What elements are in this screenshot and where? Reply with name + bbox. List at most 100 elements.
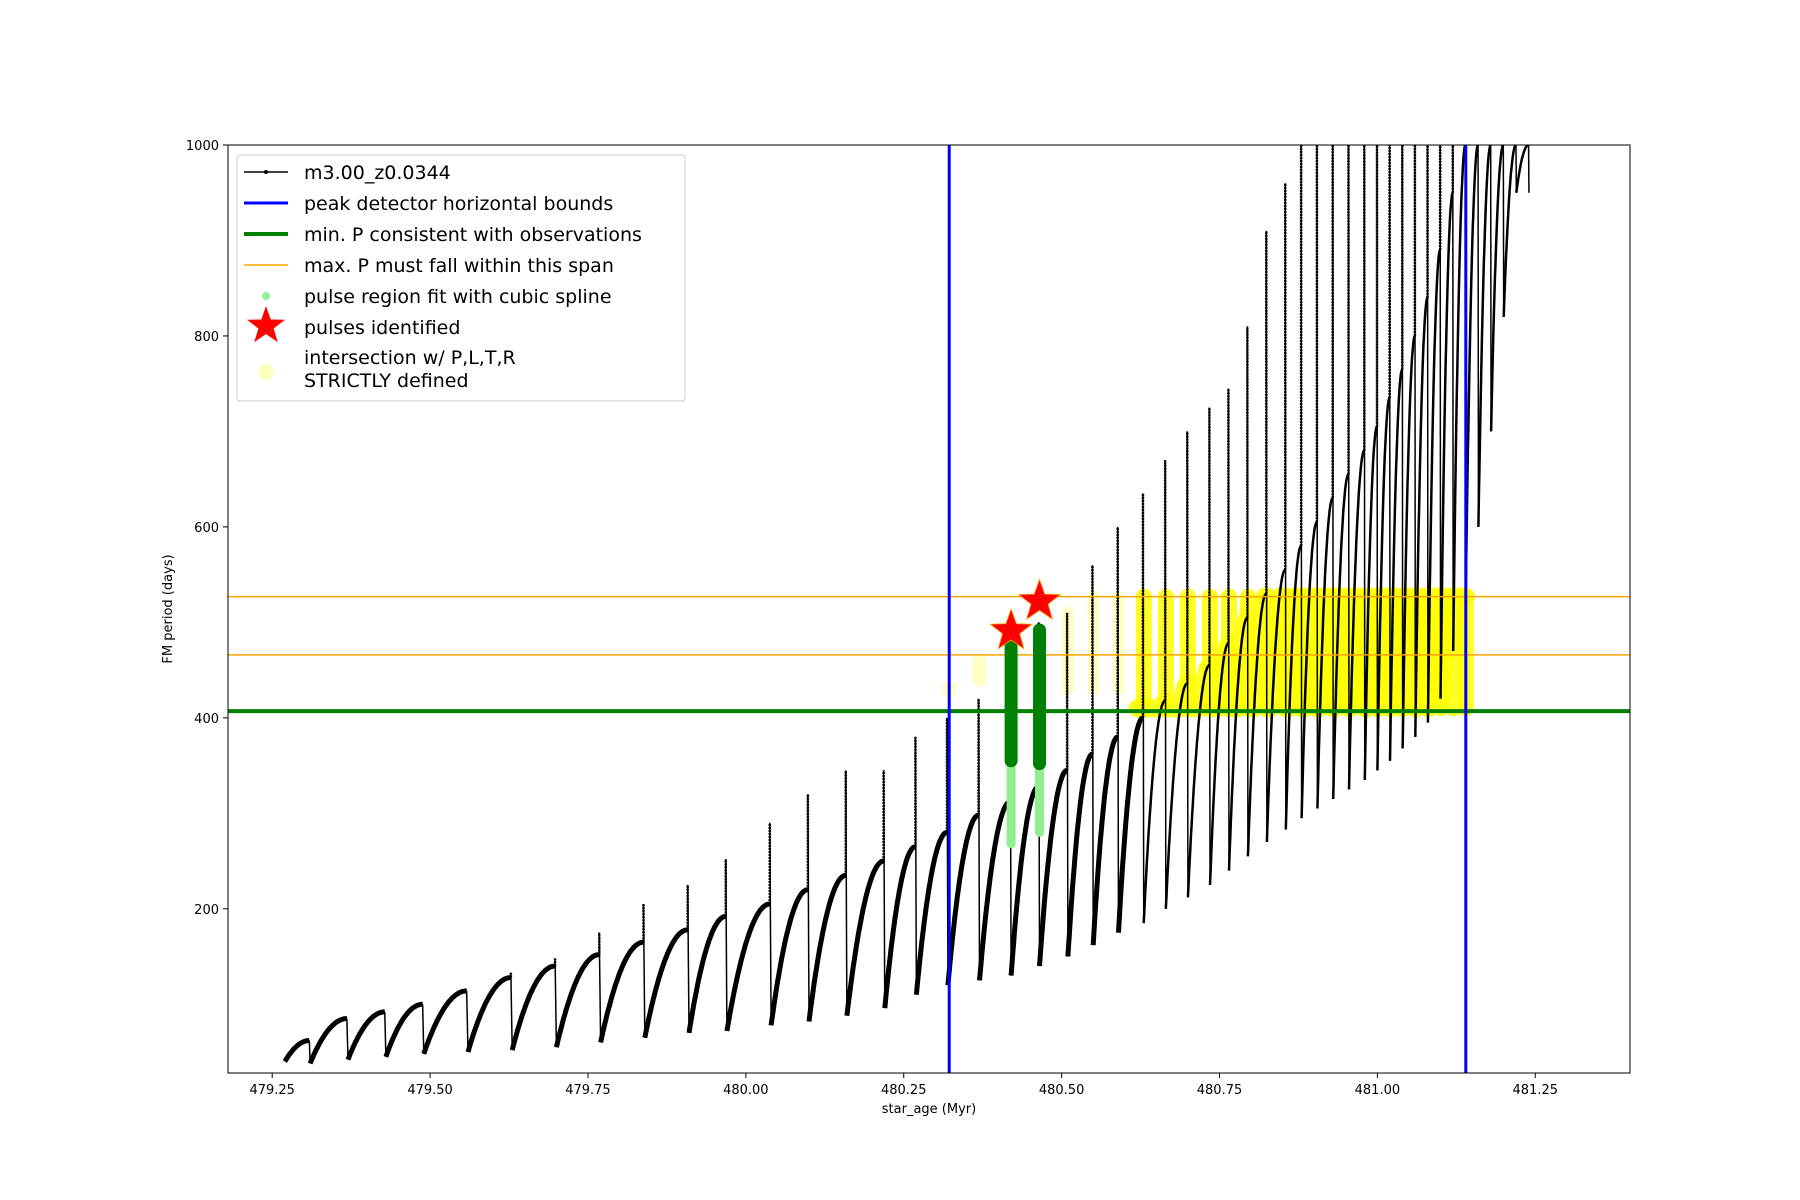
track-pulse-37 [1376, 145, 1391, 771]
x-tick-label-7: 481.00 [1355, 1083, 1401, 1098]
track-pulse-25 [1164, 431, 1189, 909]
track-pulse-30 [1265, 183, 1287, 843]
track-segment [1316, 497, 1334, 809]
track-drop [554, 958, 558, 1048]
track-segment [1477, 145, 1492, 527]
track-segment [383, 1001, 425, 1058]
track-drop [1142, 493, 1145, 924]
track-drop [725, 859, 728, 1031]
track-pulse-7 [553, 932, 602, 1048]
track-segment [806, 872, 848, 1022]
track-segment [1414, 296, 1429, 737]
x-tick-label-8: 481.25 [1513, 1083, 1559, 1098]
track-drop [845, 770, 848, 1016]
track-pulse-27 [1208, 388, 1230, 885]
legend-entry-pulse: pulses identified [247, 306, 460, 343]
legend-entry-track: m3.00_z0.0344 [244, 162, 451, 184]
legend-entry-intersection: intersection w/ P,L,T,R STRICTLY defined [258, 347, 516, 392]
track-segment [1246, 592, 1268, 857]
x-tick-label-6: 480.75 [1197, 1083, 1243, 1098]
track-segment [1439, 191, 1454, 699]
track-pulse-31 [1284, 145, 1303, 830]
track-segment [1090, 734, 1120, 946]
track-segment [1489, 145, 1505, 432]
track-segment [1186, 664, 1211, 898]
track-segment [1388, 368, 1404, 761]
y-tick-label-1: 400 [194, 712, 219, 727]
track-drop [642, 904, 646, 1038]
track-pulse-4 [421, 988, 469, 1055]
track-segment [642, 927, 690, 1039]
track-drop [1091, 565, 1094, 946]
track-drop [421, 1004, 425, 1054]
track-pulse-24 [1142, 460, 1167, 924]
track-drop [1116, 526, 1120, 933]
track-pulse-12 [768, 794, 810, 1026]
track-segment [465, 975, 513, 1053]
track-pulse-17 [945, 698, 981, 986]
pulse-star-icon-0 [989, 607, 1034, 650]
legend-entry-max-p: max. P must fall within this span [244, 255, 614, 277]
x-axis-label: star_age (Myr) [882, 1102, 976, 1117]
track-drop [1186, 431, 1189, 898]
track-pulse-39 [1401, 145, 1417, 749]
legend-label-max-p: max. P must fall within this span [304, 255, 614, 277]
track-segment [282, 1038, 312, 1063]
track-pulse-33 [1316, 145, 1334, 809]
track-segment [1065, 751, 1095, 957]
track-segment [421, 988, 469, 1055]
track-drop [383, 1011, 387, 1057]
track-drop [977, 698, 981, 981]
plot-area [228, 145, 1630, 1073]
track-drop [510, 972, 513, 1051]
track-segment [509, 963, 557, 1051]
track-segment [977, 799, 1012, 981]
track-segment [1502, 145, 1517, 317]
track-pulse-13 [806, 770, 848, 1022]
track-pulse-23 [1116, 493, 1145, 933]
track-drop [346, 1018, 349, 1060]
legend-swatch-pulse-star-icon [247, 306, 285, 343]
track-drop [598, 932, 602, 1043]
legend-box [236, 154, 686, 402]
track-drop [1246, 326, 1249, 857]
track-drop [1208, 407, 1211, 885]
track-segment [1331, 473, 1350, 800]
legend-swatch-spline [262, 292, 270, 300]
x-tick-label-3: 480.00 [723, 1083, 769, 1098]
legend-swatch-track-dot [264, 170, 268, 174]
legend-entry-bounds: peak detector horizontal bounds [244, 193, 613, 215]
track-segment [1227, 616, 1249, 871]
track-segment [1037, 767, 1069, 967]
track-pulse-40 [1414, 145, 1429, 737]
track-segment [345, 1009, 387, 1061]
track-segment [882, 844, 918, 1009]
track-drop [1284, 183, 1287, 830]
x-tick-label-1: 479.50 [407, 1083, 453, 1098]
track-drop [465, 990, 469, 1053]
legend-label-spline: pulse region fit with cubic spline [304, 286, 612, 308]
legend-swatch-intersection [258, 364, 274, 380]
track-pulse-48 [1515, 145, 1530, 193]
track-pulse-20 [1037, 612, 1069, 967]
track-segment [1347, 449, 1366, 790]
track-pulse-3 [383, 1001, 425, 1058]
y-axis-ticks: 200 400 600 800 1000 [186, 139, 228, 918]
track-pulse-41 [1426, 145, 1442, 723]
track-segment [768, 887, 810, 1026]
x-tick-label-4: 480.25 [881, 1083, 927, 1098]
track-pulse-28 [1227, 326, 1249, 871]
legend-entry-min-p: min. P consistent with observations [244, 224, 642, 246]
track-pulse-35 [1347, 145, 1366, 790]
track-segment [1401, 334, 1416, 749]
track-segment [1008, 784, 1041, 976]
track-pulse-11 [724, 822, 772, 1032]
track-drop [686, 884, 690, 1033]
track-pulse-29 [1246, 230, 1268, 857]
x-tick-label-2: 479.75 [565, 1083, 611, 1098]
track-segment [1116, 715, 1145, 933]
track-segment [945, 812, 981, 986]
track-drop [882, 770, 886, 1009]
y-tick-label-2: 600 [194, 521, 219, 536]
